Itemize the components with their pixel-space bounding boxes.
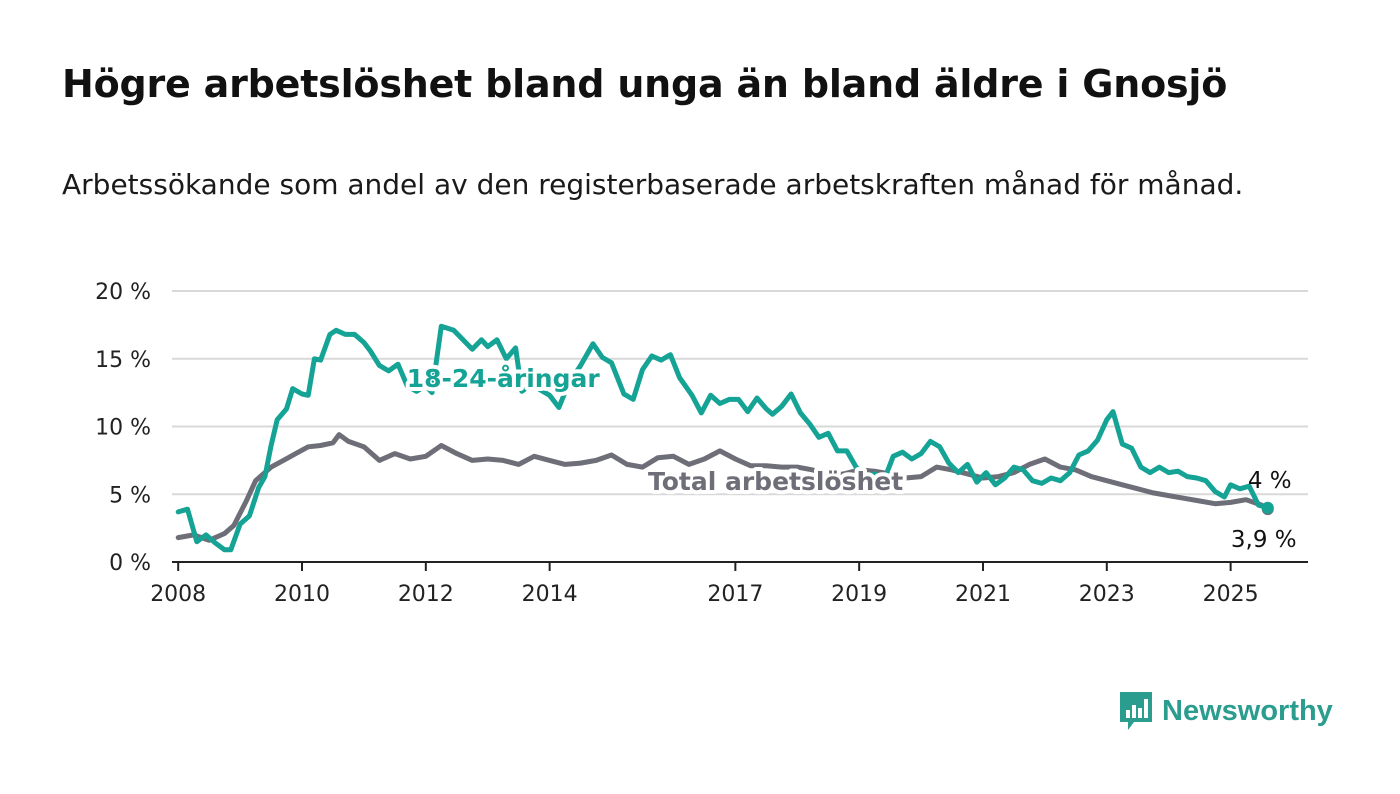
series-line-youth: [175, 323, 1271, 553]
x-tick-label: 2019: [831, 582, 887, 607]
x-tick-label: 2012: [398, 582, 454, 607]
series-name-label: 18-24-åringar: [407, 364, 601, 393]
series-name-label: Total arbetslöshet: [648, 467, 903, 496]
end-value-label: 4 %: [1248, 468, 1292, 494]
x-tick-label: 2023: [1079, 582, 1135, 607]
y-tick-label: 0 %: [109, 551, 151, 576]
series-line-total: [175, 432, 1271, 543]
x-tick-label: 2014: [522, 582, 578, 607]
y-tick-label: 10 %: [95, 416, 151, 441]
brand-name: Newsworthy: [1162, 694, 1333, 727]
x-tick-label: 2017: [707, 582, 763, 607]
end-value-label: 3,9 %: [1231, 527, 1297, 553]
y-tick-label: 15 %: [95, 348, 151, 373]
newsworthy-logo-icon: [1120, 692, 1152, 730]
y-axis-ticks: 0 % 5 % 10 % 15 % 20 %: [95, 280, 151, 576]
x-tick-label: 2010: [274, 582, 330, 607]
chart-title: Högre arbetslöshet bland unga än bland ä…: [62, 62, 1228, 106]
y-tick-label: 20 %: [95, 280, 151, 305]
x-axis: 2008 2010 2012 2014 2017 2019 2021 2023 2025: [150, 561, 1308, 607]
series-lines: [175, 323, 1271, 553]
chart-subtitle: Arbetssökande som andel av den registerb…: [62, 168, 1244, 201]
x-tick-label: 2025: [1203, 582, 1259, 607]
series-labels: 3,9 % 4 % 18-24-åringar Total arbetslöshet: [403, 360, 1297, 553]
y-tick-label: 5 %: [109, 483, 151, 508]
end-point-dot: [1261, 501, 1274, 514]
x-tick-label: 2021: [955, 582, 1011, 607]
x-tick-label: 2008: [150, 582, 206, 607]
brand-logo: Newsworthy: [1118, 690, 1333, 732]
